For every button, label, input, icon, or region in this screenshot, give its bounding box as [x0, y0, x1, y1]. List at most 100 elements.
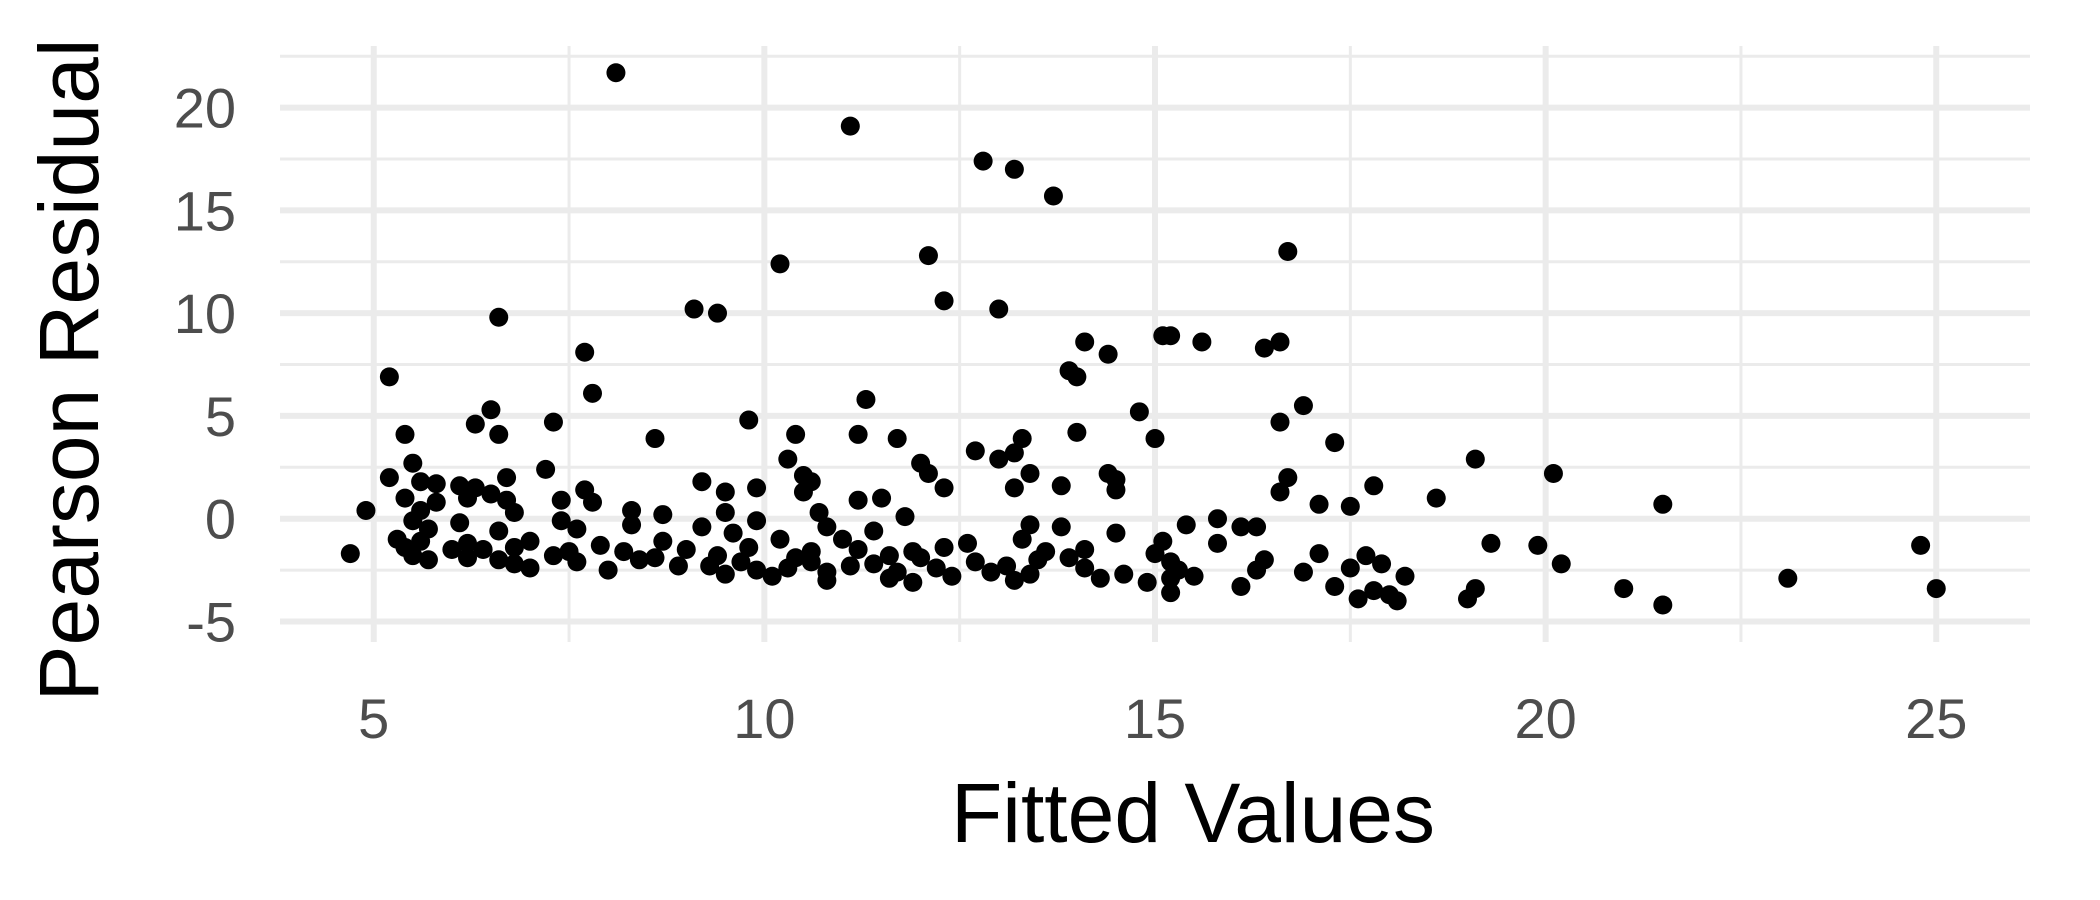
- data-point: [700, 556, 720, 576]
- data-point: [1340, 496, 1360, 516]
- data-point: [504, 503, 524, 523]
- data-point: [489, 521, 509, 541]
- data-point: [622, 500, 642, 520]
- data-point: [489, 550, 509, 570]
- data-point: [747, 478, 767, 498]
- data-point: [426, 492, 446, 512]
- data-point: [403, 511, 423, 531]
- data-point: [1145, 429, 1165, 449]
- data-point: [567, 552, 587, 572]
- data-point: [411, 531, 431, 551]
- data-point: [1075, 540, 1095, 560]
- x-tick-label: 15: [1124, 687, 1186, 750]
- data-point: [356, 500, 376, 520]
- y-tick-label: 5: [205, 385, 236, 448]
- data-point: [379, 367, 399, 387]
- data-point: [1426, 488, 1446, 508]
- data-point: [801, 552, 821, 572]
- data-point: [1247, 517, 1267, 537]
- data-point: [622, 515, 642, 535]
- data-point: [770, 254, 790, 274]
- data-point: [1614, 579, 1634, 599]
- data-point: [1543, 463, 1563, 483]
- data-point: [1340, 558, 1360, 578]
- data-point: [934, 537, 954, 557]
- data-point: [583, 492, 602, 512]
- data-point: [747, 511, 767, 531]
- data-point: [965, 552, 985, 572]
- data-point: [934, 478, 954, 498]
- data-point: [1348, 589, 1368, 609]
- data-point: [395, 488, 415, 508]
- data-point: [504, 554, 524, 574]
- data-point: [973, 151, 993, 171]
- data-point: [1114, 564, 1134, 584]
- data-point: [379, 468, 399, 488]
- data-point: [1090, 568, 1110, 588]
- data-point: [1395, 566, 1415, 586]
- data-point: [692, 517, 712, 537]
- data-point: [1254, 338, 1274, 358]
- data-point: [1356, 546, 1376, 566]
- data-point: [840, 556, 860, 576]
- data-point: [1051, 517, 1071, 537]
- x-tick-label: 20: [1514, 687, 1576, 750]
- data-point: [340, 544, 360, 564]
- data-point: [458, 533, 477, 553]
- data-point: [1098, 344, 1118, 364]
- data-point: [418, 550, 438, 570]
- data-point: [1059, 548, 1079, 568]
- data-point: [864, 554, 884, 574]
- data-point: [1192, 332, 1212, 352]
- data-point: [762, 566, 782, 586]
- data-point: [442, 540, 462, 560]
- y-tick-label: 10: [174, 282, 236, 345]
- data-point: [1387, 591, 1407, 611]
- data-point: [676, 540, 696, 560]
- x-tick-labels: 5 10 15 20 25: [358, 687, 1967, 750]
- data-point: [520, 531, 540, 551]
- data-point: [1043, 186, 1063, 206]
- data-point: [1926, 579, 1946, 599]
- data-point: [1293, 562, 1313, 582]
- y-tick-label: 20: [174, 77, 236, 140]
- data-point: [833, 529, 852, 549]
- data-point: [1247, 560, 1267, 580]
- data-point: [692, 472, 712, 492]
- data-point: [708, 303, 727, 323]
- data-point: [551, 490, 571, 510]
- data-point: [1653, 595, 1673, 615]
- data-point: [879, 546, 899, 566]
- data-point: [903, 572, 923, 592]
- data-point: [1208, 533, 1227, 553]
- data-point: [942, 566, 962, 586]
- data-point: [840, 116, 860, 136]
- y-axis-title: Pearson Residual: [22, 38, 116, 701]
- data-point: [411, 472, 431, 492]
- data-point: [403, 453, 423, 473]
- data-point: [543, 546, 563, 566]
- data-point: [543, 412, 563, 432]
- data-point: [1012, 529, 1032, 549]
- data-point: [926, 558, 946, 578]
- data-point: [864, 521, 884, 541]
- data-point: [778, 558, 798, 578]
- data-point: [715, 564, 735, 584]
- x-tick-label: 10: [733, 687, 795, 750]
- data-point: [918, 463, 938, 483]
- data-point: [848, 540, 868, 560]
- data-point: [1231, 517, 1251, 537]
- data-point: [1325, 433, 1345, 453]
- data-point: [1364, 581, 1384, 601]
- data-point: [997, 556, 1017, 576]
- data-point: [473, 540, 493, 560]
- data-point: [989, 449, 1009, 469]
- data-point: [1137, 572, 1157, 592]
- data-point: [793, 482, 813, 502]
- data-point: [1004, 443, 1024, 463]
- data-point: [489, 307, 509, 327]
- data-point: [723, 523, 743, 543]
- data-point: [590, 535, 610, 555]
